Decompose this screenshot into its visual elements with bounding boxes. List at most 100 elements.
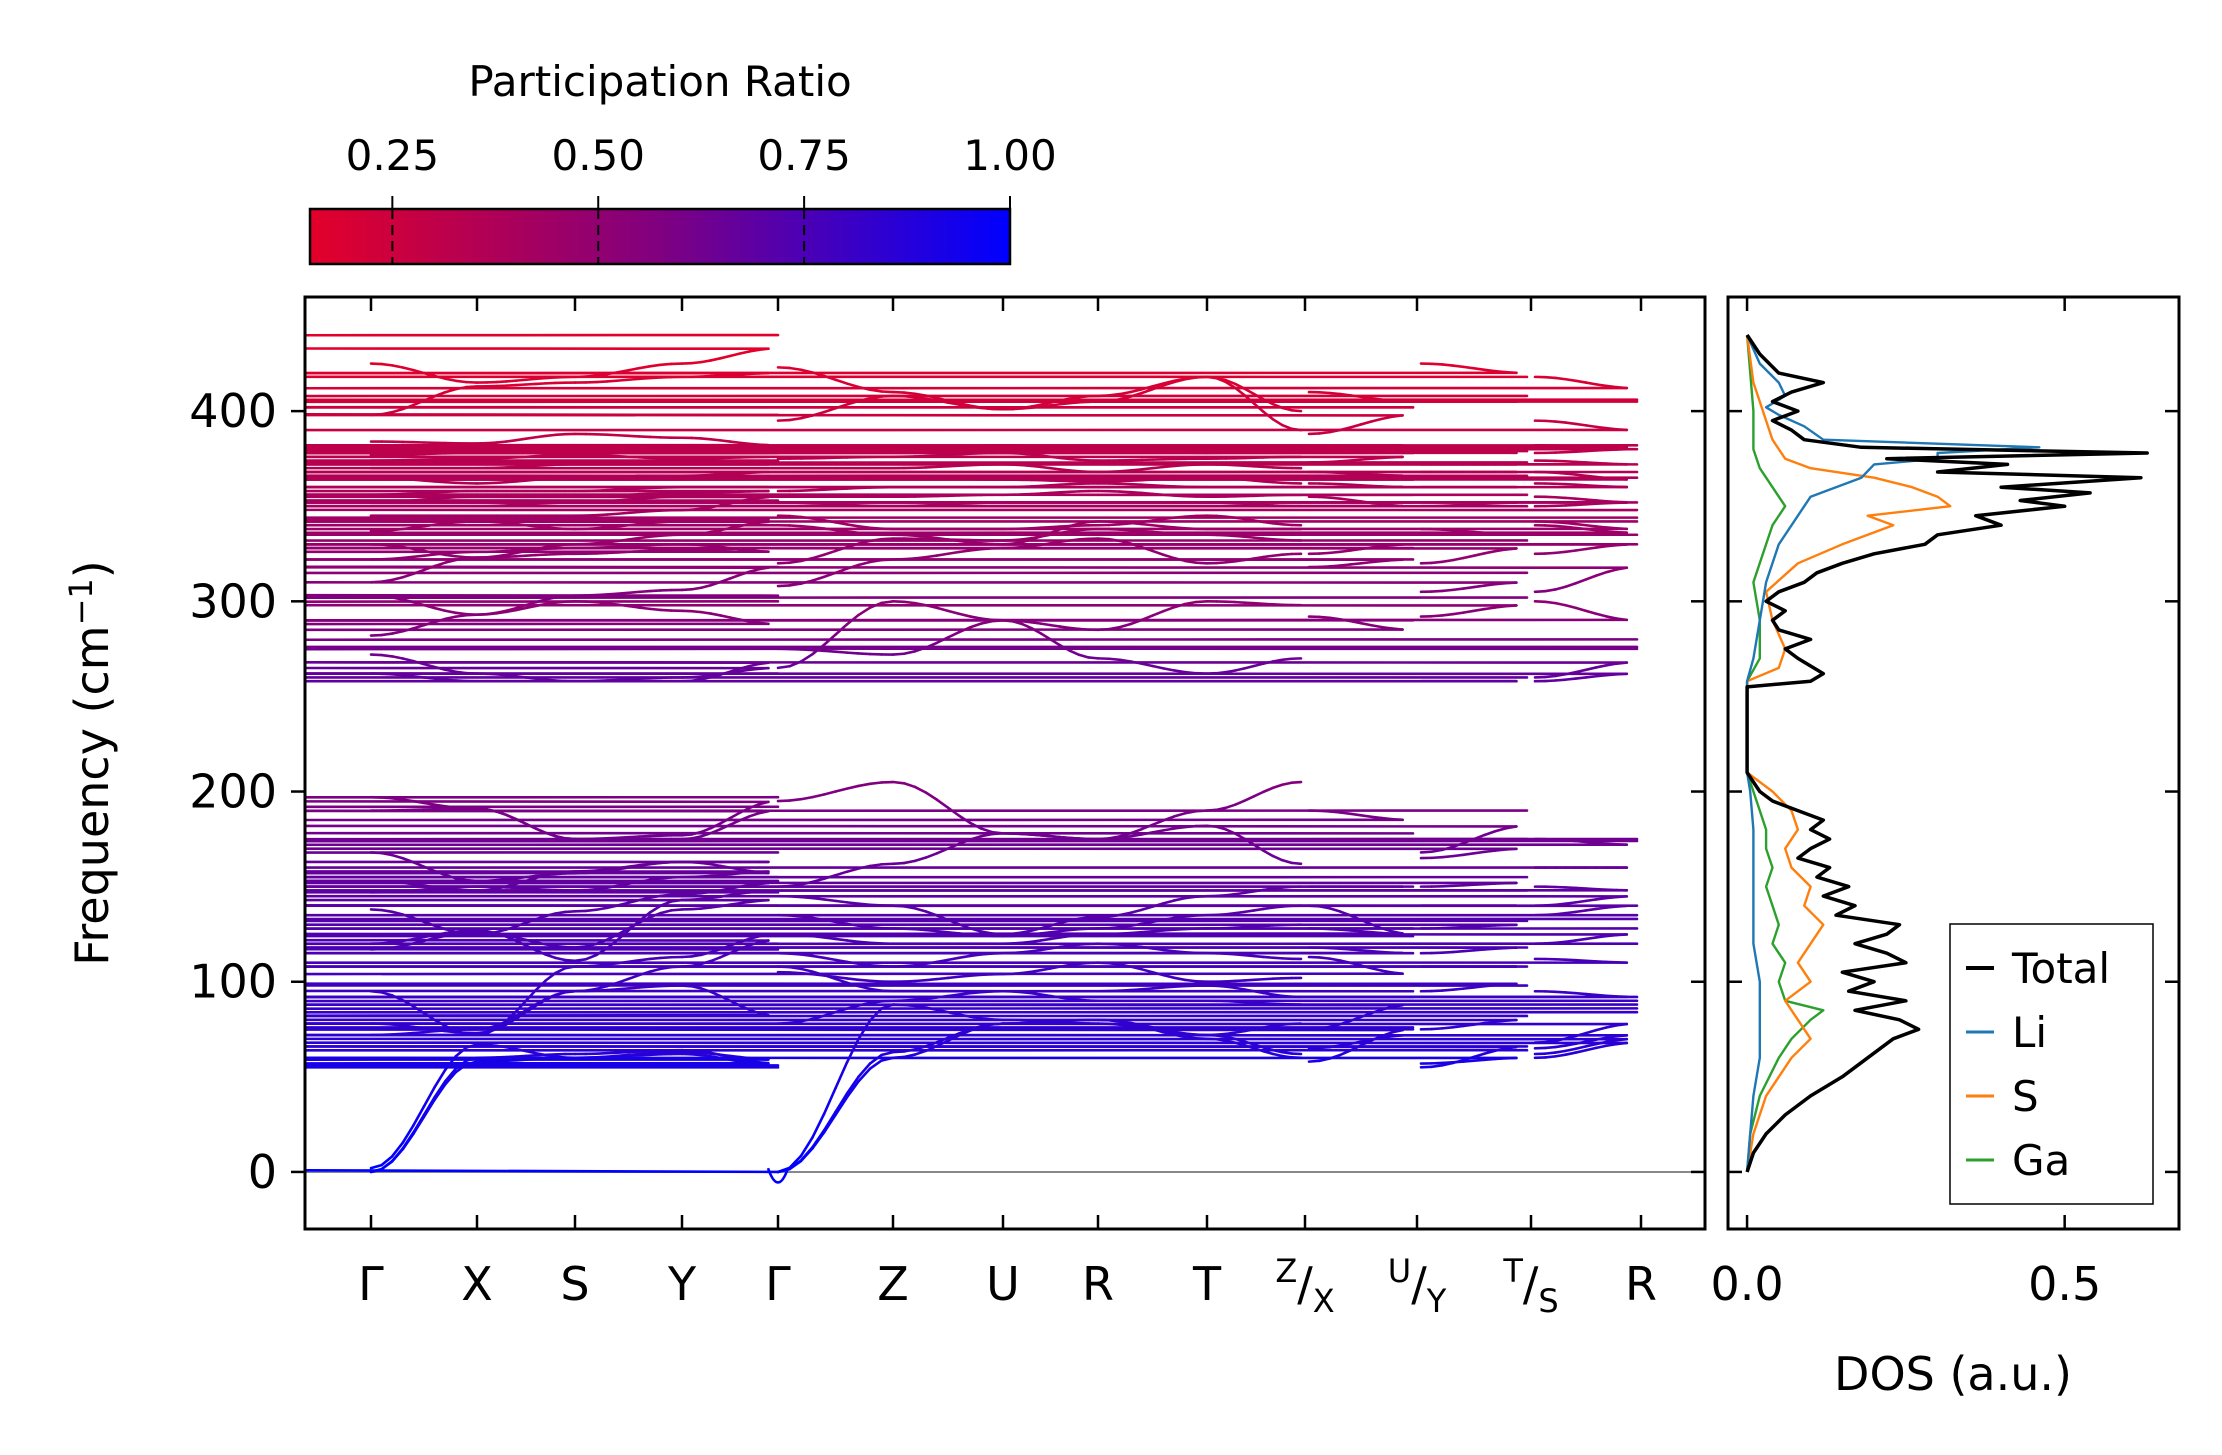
band-line-segment [680,588,693,592]
band-line-segment [401,1031,415,1036]
band-line-segment [868,863,883,868]
band-line-segment [1574,668,1588,674]
band-line-segment [709,544,722,549]
band-line-segment [443,387,458,394]
band-line-segment [1564,677,1578,681]
band-line-segment [1533,589,1547,594]
band-line-segment [475,929,489,933]
band-line-segment [1030,939,1043,944]
band-line-segment [935,453,950,457]
band-line-segment [524,938,538,944]
band-line-segment [1574,473,1588,478]
band-line-segment [454,806,468,810]
band-line-segment [1271,417,1284,427]
band-line-segment [902,1053,917,1059]
band-line-segment [433,1080,447,1099]
band-line-segment [1554,585,1567,591]
band-line-segment [1574,991,1588,996]
band-line-segment [1370,815,1384,820]
band-line-segment [534,873,547,878]
band-line-segment [1233,799,1246,806]
band-line-segment [1605,1042,1618,1048]
band-line-segment [534,1051,547,1057]
band-line-segment [401,657,415,663]
band-line-segment [305,824,1518,828]
band-line-segment [1243,925,1256,929]
band-line-segment [1472,948,1486,952]
band-line-segment [1252,1001,1265,1005]
band-line-segment [1262,906,1275,911]
band-line-segment [1472,1052,1486,1059]
band-line-segment [1543,1051,1557,1055]
band-line-segment [1430,855,1444,860]
band-line-segment [690,609,703,614]
band-line-segment [924,554,939,559]
high-symmetry-ticks: Γ X S Y Γ Z U R T Z/X U/Y T/S R [358,297,1657,1320]
band-line-segment [1605,662,1618,667]
band-line-segment [554,432,567,437]
band-line-segment [1030,621,1043,625]
band-line-segment [1430,1064,1444,1069]
band-line-segment [422,491,436,495]
legend-label-s: S [2012,1072,2039,1121]
dos-curve-s [1745,334,1952,1173]
band-line-segment [1151,382,1165,388]
band-line-segment [1049,834,1062,839]
band-line-segment [709,956,722,963]
band-line-segment [305,600,780,603]
band-line-segment [563,910,577,914]
band-line-segment [1584,424,1598,429]
band-line-segment [719,439,732,443]
band-line-segment [380,632,394,637]
colorbar-gradient [308,207,1012,266]
band-line-segment [747,811,761,818]
band-line-segment [627,835,641,839]
band-line-segment [690,436,703,440]
band-line-segment [1338,549,1352,554]
band-line-segment [305,938,770,942]
kpoint-label: R [1625,1257,1657,1311]
band-line-segment [1584,840,1598,845]
band-line-segment [1058,928,1071,933]
band-line-segment [616,1053,630,1058]
band-line-segment [1349,948,1363,952]
band-line-segment [595,513,609,517]
band-line-segment [1564,460,1578,464]
band-line-segment [1349,472,1363,476]
band-line-segment [811,877,826,884]
band-line-segment [1554,1044,1567,1049]
band-line-segment [690,1050,703,1055]
band-line-segment [1233,986,1246,991]
band-line-segment [1129,528,1143,533]
band-line-segment [524,464,538,468]
band-line-segment [1252,536,1265,540]
band-line-segment [1584,898,1598,903]
band-line-segment [422,497,436,501]
band-line-segment [1328,550,1342,555]
band-line-segment [390,655,405,660]
band-line-segment [627,366,641,372]
band-line-segment [1233,953,1246,957]
band-line-segment [495,480,508,485]
kpoint-label: Γ [765,1257,791,1311]
dos-curves [1745,334,2149,1173]
band-line-segment [1151,609,1165,617]
band-line-segment [1574,449,1588,453]
band-line-segment [1564,377,1578,383]
band-line-segment [719,1053,732,1058]
band-line-segment [422,1029,436,1034]
band-line-segment [1030,464,1043,469]
band-line-segment [1472,502,1486,506]
band-line-segment [1564,421,1578,426]
colorbar-tick-label: 0.75 [757,131,851,180]
band-line-segment [595,886,609,891]
band-line-segment [699,890,713,895]
band-line-segment [1087,656,1100,660]
band-line-segment [648,363,662,368]
band-line-segment [380,653,394,658]
band-line-segment [1472,552,1486,557]
band-line-segment [834,487,849,491]
band-line-segment [637,896,652,902]
band-line-segment [834,937,849,942]
band-line-segment [1574,483,1588,487]
